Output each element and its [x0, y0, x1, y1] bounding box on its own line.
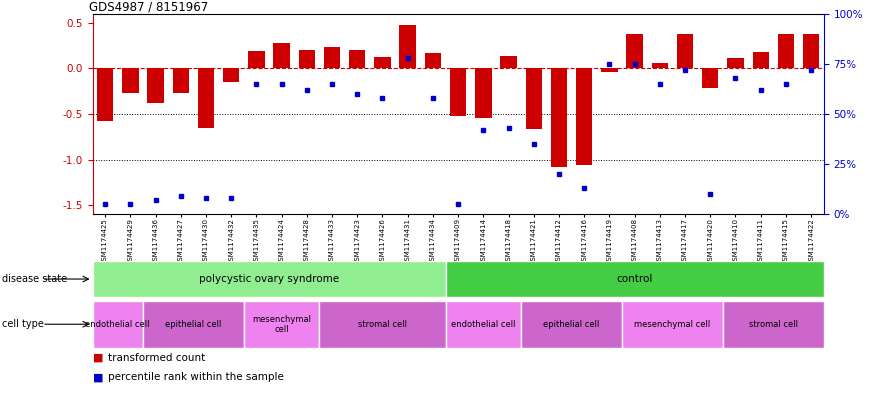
Bar — [248, 51, 264, 68]
Text: cell type: cell type — [2, 319, 44, 329]
Bar — [399, 25, 416, 68]
Bar — [728, 59, 744, 68]
Bar — [147, 68, 164, 103]
Bar — [702, 68, 719, 88]
Text: mesenchymal cell: mesenchymal cell — [634, 320, 711, 329]
Bar — [576, 68, 592, 165]
Bar — [723, 301, 824, 348]
Bar — [374, 57, 390, 68]
Bar — [778, 34, 794, 68]
Bar — [622, 301, 723, 348]
Text: mesenchymal
cell: mesenchymal cell — [252, 314, 311, 334]
Text: control: control — [617, 274, 653, 284]
Bar — [324, 46, 340, 68]
Bar — [526, 68, 542, 129]
Text: percentile rank within the sample: percentile rank within the sample — [108, 372, 285, 382]
Bar — [450, 68, 466, 116]
Bar — [173, 68, 189, 93]
Bar — [273, 43, 290, 68]
Bar — [626, 34, 643, 68]
Bar — [97, 68, 114, 121]
Bar — [500, 56, 517, 68]
Bar — [299, 50, 315, 68]
Text: transformed count: transformed count — [108, 353, 205, 363]
Text: polycystic ovary syndrome: polycystic ovary syndrome — [199, 274, 339, 284]
Bar — [425, 53, 441, 68]
Text: disease state: disease state — [2, 274, 67, 284]
Text: stromal cell: stromal cell — [749, 320, 798, 329]
Bar — [349, 50, 366, 68]
Bar — [143, 301, 244, 348]
Bar — [803, 34, 819, 68]
Bar — [93, 301, 143, 348]
Text: epithelial cell: epithelial cell — [165, 320, 221, 329]
Text: stromal cell: stromal cell — [358, 320, 407, 329]
Bar — [551, 68, 567, 167]
Bar — [122, 68, 138, 93]
Bar — [320, 301, 446, 348]
Bar — [522, 301, 622, 348]
Bar — [446, 261, 824, 297]
Text: epithelial cell: epithelial cell — [544, 320, 600, 329]
Bar — [677, 34, 693, 68]
Bar — [244, 301, 320, 348]
Bar — [223, 68, 240, 82]
Text: ■: ■ — [93, 372, 107, 382]
Bar — [752, 52, 769, 68]
Bar — [652, 63, 668, 68]
Bar — [446, 301, 522, 348]
Bar — [601, 68, 618, 72]
Bar — [475, 68, 492, 118]
Text: GDS4987 / 8151967: GDS4987 / 8151967 — [89, 1, 208, 14]
Text: endothelial cell: endothelial cell — [85, 320, 150, 329]
Text: endothelial cell: endothelial cell — [451, 320, 515, 329]
Bar — [197, 68, 214, 128]
Text: ■: ■ — [93, 353, 107, 363]
Bar — [93, 261, 446, 297]
